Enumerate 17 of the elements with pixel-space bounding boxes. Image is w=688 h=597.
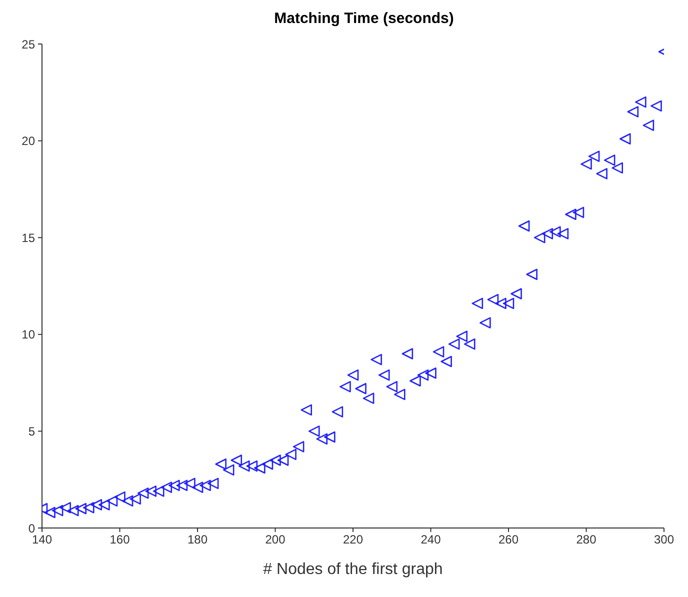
x-tick-label: 280 <box>576 532 597 547</box>
y-tick-label: 25 <box>22 37 36 52</box>
x-axis-title: # Nodes of the first graph <box>263 561 443 578</box>
x-tick-label: 260 <box>498 532 519 547</box>
x-tick-label: 180 <box>187 532 208 547</box>
x-tick-label: 220 <box>342 532 364 547</box>
y-tick-label: 5 <box>28 424 36 438</box>
y-tick-label: 20 <box>22 134 36 148</box>
x-tick-label: 240 <box>420 532 442 547</box>
y-tick-label: 15 <box>22 230 36 245</box>
x-tick-label: 200 <box>265 532 286 547</box>
y-tick-label: 0 <box>28 521 36 536</box>
chart-title: Matching Time (seconds) <box>273 9 455 29</box>
x-tick-label: 140 <box>32 532 52 547</box>
x-tick-label: 160 <box>110 532 130 547</box>
x-tick-label: 300 <box>654 532 674 547</box>
y-tick-label: 10 <box>22 328 36 342</box>
